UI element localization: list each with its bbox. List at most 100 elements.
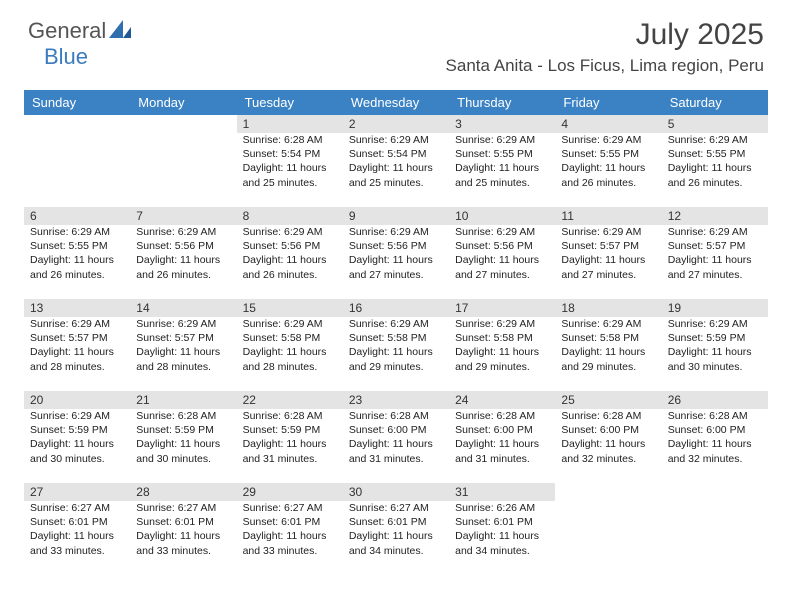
weekday-header: Thursday <box>449 90 555 115</box>
day2-line: and 26 minutes. <box>243 268 337 282</box>
day-details: Sunrise: 6:29 AMSunset: 5:57 PMDaylight:… <box>555 225 661 286</box>
sunset-line: Sunset: 6:00 PM <box>349 423 443 437</box>
day-details: Sunrise: 6:29 AMSunset: 5:57 PMDaylight:… <box>130 317 236 378</box>
day2-line: and 27 minutes. <box>561 268 655 282</box>
calendar-day-cell: 26Sunrise: 6:28 AMSunset: 6:00 PMDayligh… <box>662 391 768 483</box>
day-number: 12 <box>662 207 768 225</box>
day1-line: Daylight: 11 hours <box>349 161 443 175</box>
calendar-row: ..1Sunrise: 6:28 AMSunset: 5:54 PMDaylig… <box>24 115 768 207</box>
calendar-day-cell: 20Sunrise: 6:29 AMSunset: 5:59 PMDayligh… <box>24 391 130 483</box>
day-number: 15 <box>237 299 343 317</box>
sunset-line: Sunset: 5:57 PM <box>561 239 655 253</box>
sunset-line: Sunset: 5:55 PM <box>30 239 124 253</box>
sunrise-line: Sunrise: 6:28 AM <box>561 409 655 423</box>
day2-line: and 26 minutes. <box>30 268 124 282</box>
sunrise-line: Sunrise: 6:29 AM <box>668 133 762 147</box>
sunrise-line: Sunrise: 6:29 AM <box>30 409 124 423</box>
calendar-day-cell: 30Sunrise: 6:27 AMSunset: 6:01 PMDayligh… <box>343 483 449 575</box>
calendar-empty-cell: . <box>130 115 236 207</box>
sunset-line: Sunset: 6:00 PM <box>455 423 549 437</box>
calendar-day-cell: 8Sunrise: 6:29 AMSunset: 5:56 PMDaylight… <box>237 207 343 299</box>
sunset-line: Sunset: 5:58 PM <box>349 331 443 345</box>
day-details: Sunrise: 6:28 AMSunset: 6:00 PMDaylight:… <box>449 409 555 470</box>
sunset-line: Sunset: 5:56 PM <box>243 239 337 253</box>
day-details: Sunrise: 6:29 AMSunset: 5:59 PMDaylight:… <box>662 317 768 378</box>
calendar-day-cell: 10Sunrise: 6:29 AMSunset: 5:56 PMDayligh… <box>449 207 555 299</box>
logo-word2-wrap: Blue <box>42 44 88 70</box>
day1-line: Daylight: 11 hours <box>243 161 337 175</box>
sunrise-line: Sunrise: 6:28 AM <box>243 133 337 147</box>
day1-line: Daylight: 11 hours <box>561 161 655 175</box>
day-details: Sunrise: 6:29 AMSunset: 5:56 PMDaylight:… <box>130 225 236 286</box>
calendar-day-cell: 17Sunrise: 6:29 AMSunset: 5:58 PMDayligh… <box>449 299 555 391</box>
sunrise-line: Sunrise: 6:29 AM <box>30 225 124 239</box>
sunset-line: Sunset: 6:01 PM <box>349 515 443 529</box>
day1-line: Daylight: 11 hours <box>561 345 655 359</box>
calendar-day-cell: 2Sunrise: 6:29 AMSunset: 5:54 PMDaylight… <box>343 115 449 207</box>
calendar-day-cell: 31Sunrise: 6:26 AMSunset: 6:01 PMDayligh… <box>449 483 555 575</box>
sunset-line: Sunset: 6:00 PM <box>561 423 655 437</box>
sunset-line: Sunset: 6:01 PM <box>455 515 549 529</box>
sunset-line: Sunset: 5:57 PM <box>668 239 762 253</box>
calendar-day-cell: 28Sunrise: 6:27 AMSunset: 6:01 PMDayligh… <box>130 483 236 575</box>
day2-line: and 27 minutes. <box>349 268 443 282</box>
sunrise-line: Sunrise: 6:28 AM <box>668 409 762 423</box>
sunset-line: Sunset: 5:59 PM <box>243 423 337 437</box>
calendar-day-cell: 29Sunrise: 6:27 AMSunset: 6:01 PMDayligh… <box>237 483 343 575</box>
day2-line: and 26 minutes. <box>561 176 655 190</box>
day2-line: and 30 minutes. <box>30 452 124 466</box>
sunrise-line: Sunrise: 6:29 AM <box>136 225 230 239</box>
day-number: 6 <box>24 207 130 225</box>
day-details: Sunrise: 6:29 AMSunset: 5:58 PMDaylight:… <box>343 317 449 378</box>
calendar-day-cell: 25Sunrise: 6:28 AMSunset: 6:00 PMDayligh… <box>555 391 661 483</box>
day1-line: Daylight: 11 hours <box>30 345 124 359</box>
weekday-header: Monday <box>130 90 236 115</box>
sunrise-line: Sunrise: 6:29 AM <box>349 317 443 331</box>
day-number: 11 <box>555 207 661 225</box>
day1-line: Daylight: 11 hours <box>30 437 124 451</box>
day1-line: Daylight: 11 hours <box>668 345 762 359</box>
day2-line: and 29 minutes. <box>561 360 655 374</box>
day-details: Sunrise: 6:27 AMSunset: 6:01 PMDaylight:… <box>237 501 343 562</box>
day-number: 8 <box>237 207 343 225</box>
day1-line: Daylight: 11 hours <box>455 529 549 543</box>
day1-line: Daylight: 11 hours <box>455 345 549 359</box>
day-details: Sunrise: 6:27 AMSunset: 6:01 PMDaylight:… <box>130 501 236 562</box>
sunset-line: Sunset: 5:55 PM <box>455 147 549 161</box>
day2-line: and 28 minutes. <box>243 360 337 374</box>
day-number: 16 <box>343 299 449 317</box>
day-details: Sunrise: 6:29 AMSunset: 5:58 PMDaylight:… <box>449 317 555 378</box>
weekday-header: Wednesday <box>343 90 449 115</box>
sunset-line: Sunset: 5:59 PM <box>136 423 230 437</box>
day-number: 25 <box>555 391 661 409</box>
day-number: 19 <box>662 299 768 317</box>
day2-line: and 31 minutes. <box>243 452 337 466</box>
sunrise-line: Sunrise: 6:29 AM <box>30 317 124 331</box>
day1-line: Daylight: 11 hours <box>136 253 230 267</box>
calendar-day-cell: 7Sunrise: 6:29 AMSunset: 5:56 PMDaylight… <box>130 207 236 299</box>
sunrise-line: Sunrise: 6:29 AM <box>349 133 443 147</box>
sunset-line: Sunset: 5:57 PM <box>136 331 230 345</box>
sunset-line: Sunset: 5:56 PM <box>455 239 549 253</box>
day-details: Sunrise: 6:29 AMSunset: 5:56 PMDaylight:… <box>449 225 555 286</box>
sunrise-line: Sunrise: 6:29 AM <box>561 317 655 331</box>
sunset-line: Sunset: 5:58 PM <box>561 331 655 345</box>
day2-line: and 34 minutes. <box>455 544 549 558</box>
day2-line: and 33 minutes. <box>30 544 124 558</box>
sunrise-line: Sunrise: 6:29 AM <box>561 225 655 239</box>
sunrise-line: Sunrise: 6:29 AM <box>668 317 762 331</box>
calendar-day-cell: 4Sunrise: 6:29 AMSunset: 5:55 PMDaylight… <box>555 115 661 207</box>
day-number: 22 <box>237 391 343 409</box>
day2-line: and 26 minutes. <box>668 176 762 190</box>
sunset-line: Sunset: 5:54 PM <box>349 147 443 161</box>
calendar-day-cell: 3Sunrise: 6:29 AMSunset: 5:55 PMDaylight… <box>449 115 555 207</box>
day-details: Sunrise: 6:28 AMSunset: 6:00 PMDaylight:… <box>662 409 768 470</box>
day2-line: and 34 minutes. <box>349 544 443 558</box>
sunrise-line: Sunrise: 6:29 AM <box>455 317 549 331</box>
day1-line: Daylight: 11 hours <box>136 437 230 451</box>
day1-line: Daylight: 11 hours <box>349 253 443 267</box>
sunset-line: Sunset: 6:01 PM <box>30 515 124 529</box>
day2-line: and 29 minutes. <box>455 360 549 374</box>
day2-line: and 31 minutes. <box>349 452 443 466</box>
day-details: Sunrise: 6:27 AMSunset: 6:01 PMDaylight:… <box>24 501 130 562</box>
